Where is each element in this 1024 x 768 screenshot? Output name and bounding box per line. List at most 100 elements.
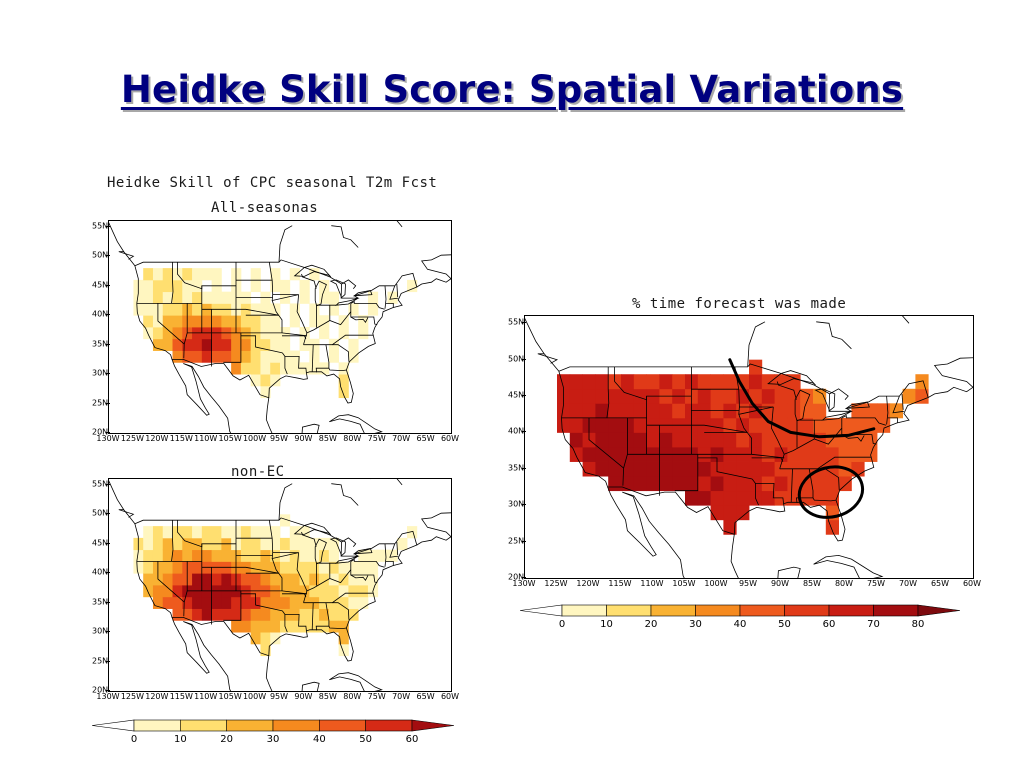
grid-cell xyxy=(377,549,388,562)
grid-cell xyxy=(787,490,801,506)
lat-tick-label: 55N xyxy=(92,479,109,489)
grid-cell xyxy=(260,561,271,574)
lat-tick xyxy=(106,631,110,633)
grid-cell xyxy=(182,596,193,609)
canada-coastline xyxy=(416,254,451,288)
state-boundary xyxy=(386,561,394,566)
grid-cell xyxy=(736,476,750,492)
grid-cell xyxy=(813,476,827,492)
grid-cell xyxy=(309,537,320,551)
grid-cell xyxy=(260,385,271,399)
grid-cell xyxy=(889,403,903,419)
grid-cell xyxy=(152,585,164,598)
grid-cell xyxy=(319,279,330,293)
mexico-coastline xyxy=(607,486,685,578)
us-coastline xyxy=(134,259,418,404)
lon-tick-label: 125W xyxy=(544,579,568,588)
grid-cell xyxy=(240,526,252,539)
grid-cell xyxy=(289,585,300,598)
canada-coastline xyxy=(829,388,849,400)
grid-cell xyxy=(182,291,193,304)
grid-cell xyxy=(260,526,271,539)
state-boundary xyxy=(389,285,399,300)
grid-cell xyxy=(289,596,300,609)
state-boundary xyxy=(303,334,374,346)
great-lake-outline xyxy=(293,522,332,536)
grid-cell xyxy=(749,417,763,433)
grid-cell xyxy=(152,268,164,281)
grid-cell xyxy=(192,338,203,351)
colorbar-tick-label: 0 xyxy=(130,734,138,745)
grid-cell xyxy=(608,403,622,419)
grid-cell xyxy=(309,350,320,363)
grid-cell xyxy=(162,338,173,351)
canada-coastline xyxy=(396,221,403,228)
colorbar-segment xyxy=(272,719,320,732)
grid-cell xyxy=(211,315,222,328)
grid-cell xyxy=(240,350,252,363)
colorbar-segment xyxy=(650,604,696,617)
grid-cell xyxy=(162,573,173,586)
grid-cell xyxy=(557,417,571,433)
lat-tick xyxy=(522,395,526,397)
lon-tick-label: 80W xyxy=(343,692,362,701)
grid-cell xyxy=(162,291,173,304)
grid-cell xyxy=(172,561,183,574)
colorbar-tick-label: 20 xyxy=(644,619,658,630)
state-boundary xyxy=(886,396,889,425)
lon-tick-label: 115W xyxy=(169,692,193,701)
grid-cell xyxy=(250,632,261,645)
lon-tick-label: 80W xyxy=(834,579,854,588)
colorbar-segment xyxy=(180,719,227,732)
grid-cell xyxy=(270,315,281,328)
grid-cell xyxy=(582,447,596,462)
grid-cell xyxy=(825,476,839,492)
grid-cell xyxy=(761,388,775,404)
grid-cell xyxy=(825,490,839,506)
colorbar-segment xyxy=(365,719,413,732)
canada-coastline xyxy=(416,512,451,546)
grid-cell xyxy=(915,374,929,390)
state-boundary xyxy=(301,531,317,547)
grid-cell xyxy=(201,573,212,586)
grid-cell xyxy=(851,403,865,419)
state-boundary xyxy=(614,366,692,401)
grid-cell xyxy=(250,573,261,586)
grid-cell xyxy=(851,417,865,433)
state-boundary xyxy=(350,316,369,324)
grid-cell xyxy=(348,585,359,598)
grid-cell xyxy=(646,432,660,448)
grid-cell xyxy=(192,526,203,539)
grid-cell xyxy=(201,338,212,351)
grid-cell xyxy=(328,350,340,363)
grid-cell xyxy=(240,573,252,586)
state-boundary xyxy=(268,520,274,559)
colorbar-tick-label: 50 xyxy=(778,619,791,630)
lat-tick-label: 25N xyxy=(92,656,109,666)
grid-cell xyxy=(172,350,183,363)
grid-cell xyxy=(338,632,349,645)
lon-tick-label: 65W xyxy=(416,692,435,701)
lon-tick-label: 100W xyxy=(242,692,267,701)
lat-tick xyxy=(106,483,110,485)
grid-cell xyxy=(192,573,203,586)
grid-cell xyxy=(221,291,232,304)
grid-cell xyxy=(902,388,916,404)
grid-cell xyxy=(697,388,711,404)
lat-tick-label: 30N xyxy=(508,499,525,509)
grid-cell xyxy=(240,596,252,609)
state-boundary xyxy=(284,356,307,373)
colorbar-tick-label: 0 xyxy=(558,619,566,630)
grid-cell xyxy=(582,388,596,404)
grid-cell xyxy=(569,403,583,419)
state-boundary xyxy=(697,454,753,480)
lat-tick-label: 35N xyxy=(508,463,525,473)
grid-cell xyxy=(672,432,686,448)
grid-cell xyxy=(299,573,310,586)
colorbar-tick-label: 10 xyxy=(600,619,613,630)
lat-tick xyxy=(106,432,110,433)
grid-cell xyxy=(299,526,310,539)
grid-cell xyxy=(407,279,418,293)
lon-tick-label: 85W xyxy=(802,579,822,588)
mexico-coastline xyxy=(171,617,232,691)
